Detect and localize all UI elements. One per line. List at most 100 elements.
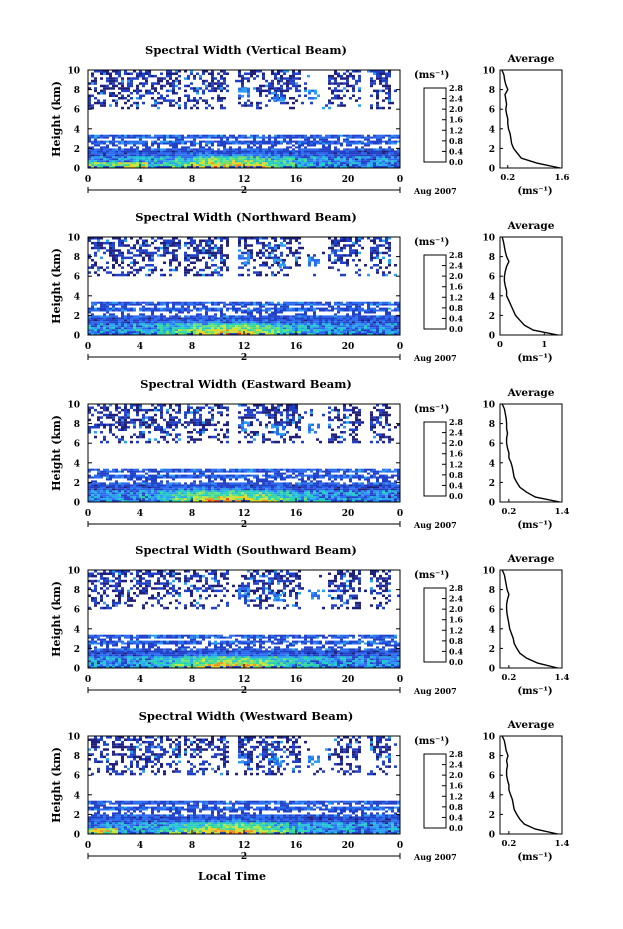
heat-cell: [205, 79, 208, 83]
heat-cell: [163, 239, 166, 242]
heat-cell: [142, 74, 145, 78]
heat-cell: [106, 261, 109, 264]
heat-cell: [151, 164, 154, 167]
heat-cell: [337, 307, 340, 310]
heat-cell: [172, 321, 175, 324]
heat-cell: [331, 246, 334, 250]
heat-cell: [220, 311, 223, 314]
heat-cell: [145, 79, 148, 83]
heat-cell: [382, 136, 385, 139]
heat-cell: [250, 154, 253, 157]
heat-cell: [277, 327, 280, 330]
heat-cell: [91, 309, 94, 312]
heat-cell: [352, 166, 355, 168]
heat-cell: [256, 303, 259, 306]
heat-cell: [250, 140, 253, 143]
heat-cell: [340, 329, 343, 332]
heat-cell: [268, 309, 271, 312]
heat-cell: [265, 264, 268, 267]
heat-cell: [388, 156, 391, 159]
heat-cell: [244, 152, 247, 155]
heat-cell: [178, 99, 181, 102]
heat-cell: [385, 156, 388, 159]
heat-cell: [166, 70, 169, 73]
heat-cell: [205, 319, 208, 322]
heat-cell: [97, 315, 100, 318]
heat-cell: [328, 77, 331, 80]
heat-cell: [262, 136, 265, 139]
heat-cell: [169, 500, 172, 502]
heat-cell: [382, 70, 385, 73]
heat-cell: [286, 79, 289, 83]
heat-cell: [277, 323, 280, 326]
heat-cell: [139, 301, 142, 304]
heat-cell: [199, 329, 202, 332]
heat-cell: [202, 307, 205, 310]
heat-cell: [274, 321, 277, 324]
heat-cell: [88, 319, 91, 322]
heat-cell: [172, 87, 175, 90]
heat-cell: [337, 259, 340, 262]
heat-cell: [295, 301, 298, 304]
heat-cell: [283, 164, 286, 167]
heat-cell: [397, 152, 400, 155]
heat-cell: [145, 329, 148, 332]
heat-cell: [316, 166, 319, 168]
heat-cell: [148, 244, 151, 247]
heat-cell: [193, 327, 196, 330]
heat-cell: [160, 156, 163, 159]
heat-cell: [283, 244, 286, 247]
heat-cell: [133, 484, 136, 487]
heat-cell: [322, 323, 325, 326]
heat-cell: [397, 329, 400, 332]
heat-cell: [376, 158, 379, 161]
heat-cell: [367, 305, 370, 308]
heat-cell: [283, 166, 286, 168]
heat-cell: [235, 323, 238, 326]
heat-cell: [160, 254, 163, 257]
heat-cell: [106, 150, 109, 153]
heat-cell: [214, 237, 217, 240]
heat-cell: [235, 301, 238, 304]
heat-cell: [265, 152, 268, 155]
heat-cell: [154, 99, 157, 102]
heat-cell: [187, 84, 190, 88]
heat-cell: [379, 301, 382, 304]
y-tick-label: 4: [74, 292, 80, 302]
heat-cell: [250, 152, 253, 155]
heat-cell: [295, 158, 298, 161]
heat-cell: [367, 154, 370, 157]
heat-cell: [286, 241, 289, 245]
heat-cell: [181, 496, 184, 499]
heat-cell: [118, 317, 121, 320]
heat-cell: [256, 327, 259, 330]
colorbar-tick-label: 0.4: [449, 146, 463, 156]
heat-cell: [118, 249, 121, 252]
heat-cell: [175, 148, 178, 151]
heat-cell: [172, 146, 175, 149]
heat-cell: [385, 82, 388, 85]
heat-cell: [268, 313, 271, 316]
heat-cell: [112, 138, 115, 141]
heat-cell: [328, 160, 331, 163]
heat-cell: [163, 486, 166, 489]
heat-cell: [229, 315, 232, 318]
heat-cell: [271, 264, 274, 267]
heat-cell: [166, 140, 169, 143]
heat-cell: [169, 490, 172, 493]
heat-cell: [262, 77, 265, 80]
heat-cell: [361, 237, 364, 240]
heat-cell: [196, 273, 199, 277]
heat-cell: [373, 142, 376, 145]
heat-cell: [322, 319, 325, 322]
heat-cell: [229, 303, 232, 306]
heat-cell: [301, 162, 304, 165]
heat-cell: [127, 84, 130, 88]
heat-cell: [328, 333, 331, 335]
heat-cell: [205, 84, 208, 88]
heat-cell: [370, 140, 373, 143]
heat-cell: [88, 331, 91, 334]
heat-cell: [151, 500, 154, 502]
heat-cell: [103, 84, 106, 88]
heat-cell: [349, 140, 352, 143]
